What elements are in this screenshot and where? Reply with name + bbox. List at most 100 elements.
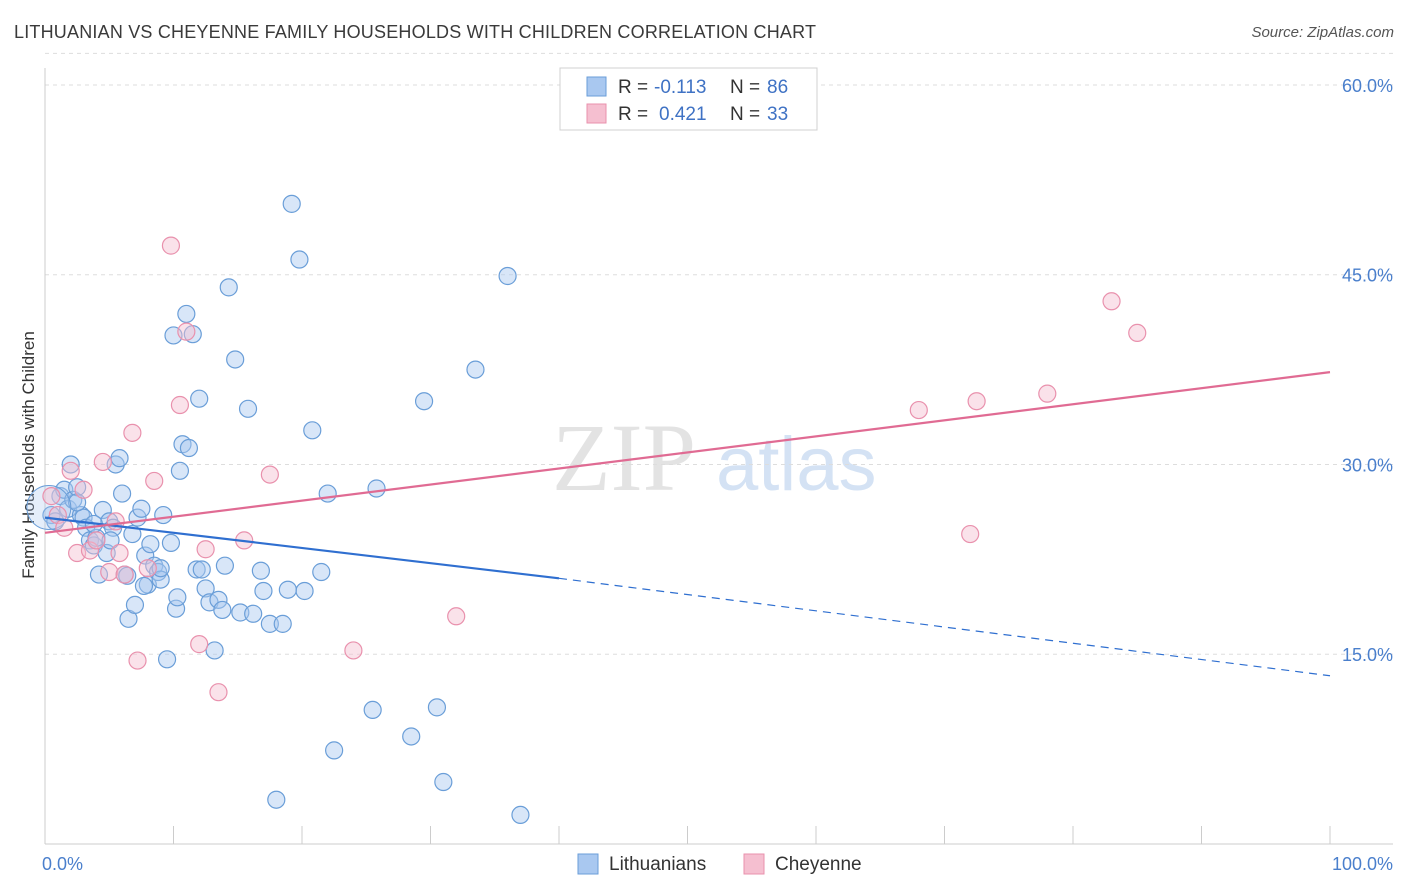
lithuanians-points [26, 194, 530, 825]
lithuanian-point-36 [161, 533, 181, 553]
lithuanian-point-20 [110, 449, 129, 468]
y-tick-labels: 15.0% 30.0% 45.0% 60.0% [1342, 76, 1393, 665]
lithuanian-point-45 [190, 389, 209, 408]
lithuanian-point-61 [267, 790, 286, 809]
cheyenne-point-9 [100, 562, 119, 582]
cheyenne-trend-line [44, 371, 1331, 534]
legend-r-label-1: R = [618, 77, 648, 98]
cheyenne-point-17 [161, 236, 181, 255]
bottom-legend-swatch-cheyenne [743, 853, 765, 875]
legend-swatch-lithuanians [586, 76, 607, 97]
lithuanian-point-78 [498, 266, 517, 286]
cheyenne-point-13 [123, 423, 142, 442]
legend-r-value-2: 0.421 [659, 104, 707, 125]
lithuanian-point-72 [367, 479, 386, 498]
source-credit: Source: ZipAtlas.com [1251, 24, 1394, 41]
lithuanian-point-53 [219, 278, 238, 297]
y-tick-label-15: 15.0% [1342, 645, 1393, 665]
cheyenne-point-20 [190, 635, 209, 654]
lithuanian-point-21 [112, 484, 132, 503]
lithuanian-point-27 [132, 499, 151, 518]
cheyenne-point-27 [909, 400, 928, 420]
lithuanian-point-74 [414, 392, 434, 411]
lithuanians-trend-line [44, 516, 560, 580]
axes [44, 68, 1393, 845]
legend-n-value-1: 86 [767, 77, 788, 98]
cheyenne-point-29 [967, 392, 986, 411]
cheyenne-point-26 [447, 607, 466, 626]
lithuanian-point-49 [205, 641, 224, 660]
cheyenne-point-25 [344, 641, 363, 660]
lithuanians-trend-extension [558, 577, 1331, 677]
lithuanian-point-15 [93, 500, 112, 520]
grid-lines [45, 52, 1393, 655]
cheyenne-point-5 [74, 480, 93, 499]
lithuanian-point-52 [215, 556, 234, 575]
lithuanian-point-25 [125, 595, 145, 615]
watermark: ZIP atlas [552, 404, 877, 511]
lithuanian-point-60 [260, 614, 279, 633]
lithuanian-point-71 [363, 700, 382, 720]
lithuanian-point-57 [244, 604, 263, 623]
lithuanian-point-64 [282, 194, 301, 213]
x-tick-label-100: 100.0% [1332, 854, 1393, 874]
lithuanian-point-82 [101, 531, 120, 550]
trend-lines [44, 371, 1331, 677]
cheyenne-point-7 [87, 531, 106, 550]
lithuanian-point-42 [179, 438, 199, 458]
lithuanian-point-59 [254, 581, 273, 601]
lithuanian-point-44 [187, 560, 206, 579]
cheyenne-point-30 [1038, 384, 1057, 403]
cheyenne-point-22 [209, 683, 228, 702]
lithuanian-point-76 [434, 772, 453, 792]
watermark-zip: ZIP [552, 404, 696, 511]
lithuanian-point-86 [168, 588, 187, 607]
cheyenne-point-15 [138, 559, 157, 578]
cheyenne-point-14 [128, 651, 147, 670]
y-tick-label-60: 60.0% [1342, 76, 1393, 96]
lithuanian-point-54 [226, 350, 245, 369]
y-tick-label-45: 45.0% [1342, 266, 1393, 286]
top-legend: R = -0.113 N = 86 R = 0.421 N = 33 [559, 67, 818, 131]
lithuanian-point-51 [213, 600, 232, 620]
cheyenne-point-28 [961, 524, 980, 544]
cheyenne-point-32 [1128, 323, 1147, 343]
lithuanian-point-69 [318, 484, 337, 503]
lithuanian-point-63 [278, 580, 297, 599]
x-tick-label-0: 0.0% [42, 854, 83, 874]
lithuanian-point-75 [427, 698, 447, 717]
lithuanian-point-35 [157, 650, 177, 669]
bottom-legend-label-lithuanians: Lithuanians [609, 854, 706, 875]
legend-n-label-2: N = [730, 104, 760, 125]
lithuanian-point-77 [466, 360, 485, 379]
cheyenne-point-19 [177, 322, 196, 341]
lithuanian-point-39 [170, 461, 190, 480]
lithuanian-point-66 [295, 581, 314, 601]
cheyenne-point-11 [110, 543, 129, 563]
cheyenne-point-3 [61, 461, 80, 480]
y-tick-label-30: 30.0% [1342, 455, 1393, 475]
legend-r-label-2: R = [618, 104, 648, 125]
lithuanian-point-46 [192, 560, 211, 579]
lithuanian-point-79 [511, 805, 530, 825]
lithuanian-point-62 [273, 614, 292, 633]
watermark-atlas: atlas [716, 422, 877, 507]
cheyenne-point-8 [93, 452, 112, 472]
legend-r-value-1: -0.113 [654, 77, 706, 98]
lithuanian-point-55 [231, 603, 250, 622]
bottom-legend-label-cheyenne: Cheyenne [775, 854, 862, 875]
lithuanian-point-47 [196, 579, 215, 598]
legend-swatch-cheyenne [586, 103, 607, 124]
lithuanian-point-58 [251, 561, 270, 580]
legend-n-value-2: 33 [767, 104, 788, 125]
cheyenne-point-31 [1102, 292, 1121, 311]
y-axis-label: Family Households with Children [19, 331, 38, 579]
lithuanian-point-34 [154, 505, 173, 525]
cheyenne-point-16 [145, 471, 164, 491]
lithuanian-point-41 [177, 304, 196, 324]
bottom-legend-swatch-lithuanians [577, 853, 599, 875]
lithuanian-point-30 [141, 535, 160, 554]
chart-title: LITHUANIAN VS CHEYENNE FAMILY HOUSEHOLDS… [14, 22, 817, 42]
lithuanian-point-65 [290, 250, 309, 269]
